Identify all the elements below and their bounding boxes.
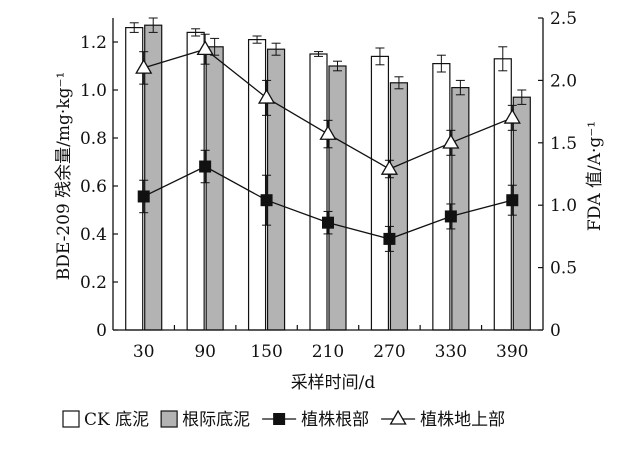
legend-label-1: 根际底泥 bbox=[182, 410, 250, 430]
point-s2-150 bbox=[260, 194, 273, 207]
point-s3-330 bbox=[442, 133, 460, 149]
right-y-ticks: 0 0.5 1.0 1.5 2.0 2.5 bbox=[538, 9, 577, 341]
bar-s0-210 bbox=[309, 53, 328, 331]
left-y-ticks: 0 0.2 0.4 0.6 0.8 1.0 1.2 bbox=[80, 33, 118, 341]
point-s3-210 bbox=[319, 124, 337, 140]
legend-item-3: 植株地上部 bbox=[381, 409, 505, 430]
error-bar-s1-330 bbox=[455, 79, 465, 96]
left-tick-label-1.0: 1.0 bbox=[80, 81, 107, 101]
error-bar-s0-30 bbox=[129, 22, 139, 33]
right-tick-label-2.5: 2.5 bbox=[550, 9, 577, 29]
left-tick-label-0: 0 bbox=[96, 321, 107, 341]
x-tick-label-330: 330 bbox=[435, 342, 467, 362]
error-bar-s0-210 bbox=[314, 51, 323, 57]
bar-layer bbox=[125, 24, 531, 331]
legend-marker-2 bbox=[273, 413, 286, 425]
legend: CK 底泥 根际底泥 植株根部 植株地上部 bbox=[62, 409, 505, 430]
error-bar-s0-270 bbox=[375, 47, 385, 66]
bar-s0-270 bbox=[370, 55, 390, 331]
legend-item-2: 植株根部 bbox=[262, 410, 369, 430]
legend-marker-3 bbox=[389, 409, 407, 425]
x-axis-title: 采样时间/d bbox=[291, 373, 376, 393]
x-tick-label-30: 30 bbox=[133, 342, 155, 362]
x-tick-label-90: 90 bbox=[194, 342, 216, 362]
left-tick-label-0.8: 0.8 bbox=[80, 129, 107, 149]
left-y-axis-title: BDE-209 残余量/mg·kg⁻¹ bbox=[54, 72, 74, 281]
x-tick-label-210: 210 bbox=[312, 342, 344, 362]
legend-swatch-0 bbox=[62, 410, 80, 428]
bar-s0-90 bbox=[186, 31, 205, 331]
legend-item-1: 根际底泥 bbox=[160, 410, 250, 430]
point-s2-30 bbox=[137, 190, 150, 203]
point-s3-30 bbox=[135, 58, 153, 74]
error-bar-s1-390 bbox=[517, 89, 527, 105]
right-tick-label-2.0: 2.0 bbox=[550, 71, 577, 91]
error-bar-s0-330 bbox=[436, 54, 446, 73]
x-ticks: 30 90 150 210 270 330 390 bbox=[133, 325, 529, 362]
error-bar-s1-270 bbox=[394, 76, 404, 90]
right-tick-label-1.5: 1.5 bbox=[550, 134, 577, 154]
error-bar-s1-150 bbox=[271, 42, 281, 56]
error-bar-s0-90 bbox=[191, 28, 201, 37]
axes bbox=[112, 18, 544, 331]
left-tick-label-0.6: 0.6 bbox=[80, 177, 107, 197]
error-bar-s1-90 bbox=[210, 37, 220, 56]
point-s3-150 bbox=[257, 88, 276, 104]
point-s2-270 bbox=[383, 232, 396, 245]
error-bar-s1-30 bbox=[148, 17, 158, 33]
point-s2-390 bbox=[506, 194, 519, 207]
error-bar-s0-390 bbox=[498, 46, 508, 72]
point-s3-90 bbox=[196, 40, 214, 56]
legend-label-3: 植株地上部 bbox=[420, 410, 505, 430]
bar-s1-330 bbox=[451, 86, 470, 331]
point-s2-330 bbox=[444, 210, 457, 223]
bar-s1-90 bbox=[205, 46, 224, 331]
x-tick-label-270: 270 bbox=[373, 342, 405, 362]
point-s2-210 bbox=[322, 216, 334, 229]
bar-s0-330 bbox=[432, 62, 451, 331]
x-tick-label-390: 390 bbox=[496, 342, 528, 362]
x-tick-label-150: 150 bbox=[250, 342, 282, 362]
right-tick-label-0: 0 bbox=[550, 321, 561, 341]
error-bar-s0-150 bbox=[252, 35, 262, 44]
right-tick-label-0.5: 0.5 bbox=[550, 259, 577, 279]
left-tick-label-0.4: 0.4 bbox=[80, 225, 107, 245]
bar-s1-210 bbox=[328, 65, 347, 331]
bar-s1-270 bbox=[389, 82, 409, 331]
error-bar-s1-210 bbox=[333, 60, 342, 72]
legend-label-0: CK 底泥 bbox=[84, 410, 149, 430]
point-s3-390 bbox=[503, 108, 521, 124]
marker-layer bbox=[135, 40, 521, 245]
left-tick-label-1.2: 1.2 bbox=[80, 33, 107, 53]
legend-label-2: 植株根部 bbox=[301, 410, 369, 430]
right-tick-label-1.0: 1.0 bbox=[550, 196, 577, 216]
right-y-axis-title: FDA 值/A·g⁻¹ bbox=[585, 121, 605, 231]
left-tick-label-0.2: 0.2 bbox=[80, 273, 107, 293]
point-s3-270 bbox=[380, 159, 399, 175]
bar-s0-150 bbox=[247, 38, 267, 331]
bar-s1-150 bbox=[266, 48, 286, 331]
legend-swatch-1 bbox=[160, 410, 178, 428]
legend-item-0: CK 底泥 bbox=[62, 410, 149, 430]
point-s2-90 bbox=[199, 160, 212, 173]
bar-s1-390 bbox=[512, 96, 531, 331]
